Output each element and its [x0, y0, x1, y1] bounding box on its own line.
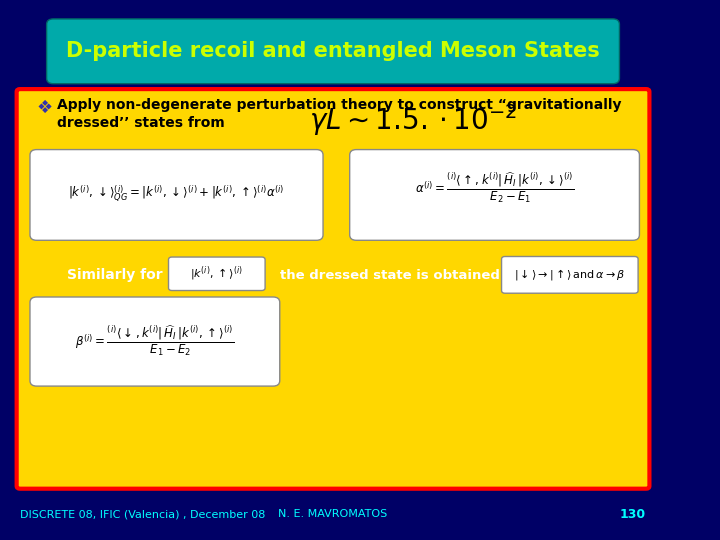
- Text: 130: 130: [620, 508, 646, 521]
- Text: D-particle recoil and entangled Meson States: D-particle recoil and entangled Meson St…: [66, 41, 600, 62]
- FancyBboxPatch shape: [30, 297, 280, 386]
- Text: $\alpha^{(i)} = \dfrac{{}^{(i)}\langle\uparrow,k^{(i)}|\,\widehat{H}_I\,|k^{(i)}: $\alpha^{(i)} = \dfrac{{}^{(i)}\langle\u…: [415, 171, 574, 205]
- Text: Similarly for: Similarly for: [67, 268, 162, 282]
- FancyBboxPatch shape: [502, 256, 638, 293]
- FancyBboxPatch shape: [168, 257, 265, 291]
- Text: $\beta^{(i)} = \dfrac{{}^{(i)}\langle\downarrow,k^{(i)}|\,\widehat{H}_I\,|k^{(i): $\beta^{(i)} = \dfrac{{}^{(i)}\langle\do…: [75, 324, 234, 359]
- Text: Apply non-degenerate perturbation theory to construct “gravitationally: Apply non-degenerate perturbation theory…: [57, 98, 621, 112]
- Text: N. E. MAVROMATOS: N. E. MAVROMATOS: [279, 509, 387, 519]
- Text: DISCRETE 08, IFIC (Valencia) , December 08: DISCRETE 08, IFIC (Valencia) , December …: [20, 509, 266, 519]
- Text: ❖: ❖: [37, 99, 53, 117]
- Text: dressed’’ states from: dressed’’ states from: [57, 116, 225, 130]
- FancyBboxPatch shape: [30, 150, 323, 240]
- Text: the dressed state is obtained by: the dressed state is obtained by: [280, 269, 523, 282]
- FancyBboxPatch shape: [350, 150, 639, 240]
- Text: $|\downarrow\rangle \rightarrow |\uparrow\rangle\,\mathrm{and}\,\alpha \rightarr: $|\downarrow\rangle \rightarrow |\uparro…: [514, 267, 625, 282]
- Text: $|k^{(i)},\uparrow\rangle^{(i)}$: $|k^{(i)},\uparrow\rangle^{(i)}$: [190, 264, 243, 282]
- FancyBboxPatch shape: [17, 89, 649, 489]
- Text: $\gamma L \sim 1.5.\cdot 10^{-2}$: $\gamma L \sim 1.5.\cdot 10^{-2}$: [309, 102, 517, 138]
- FancyBboxPatch shape: [47, 19, 619, 84]
- Text: $|k^{(i)},\downarrow\rangle_{QG}^{(i)} = |k^{(i)},\downarrow\rangle^{(i)} + |k^{: $|k^{(i)},\downarrow\rangle_{QG}^{(i)} =…: [68, 184, 284, 205]
